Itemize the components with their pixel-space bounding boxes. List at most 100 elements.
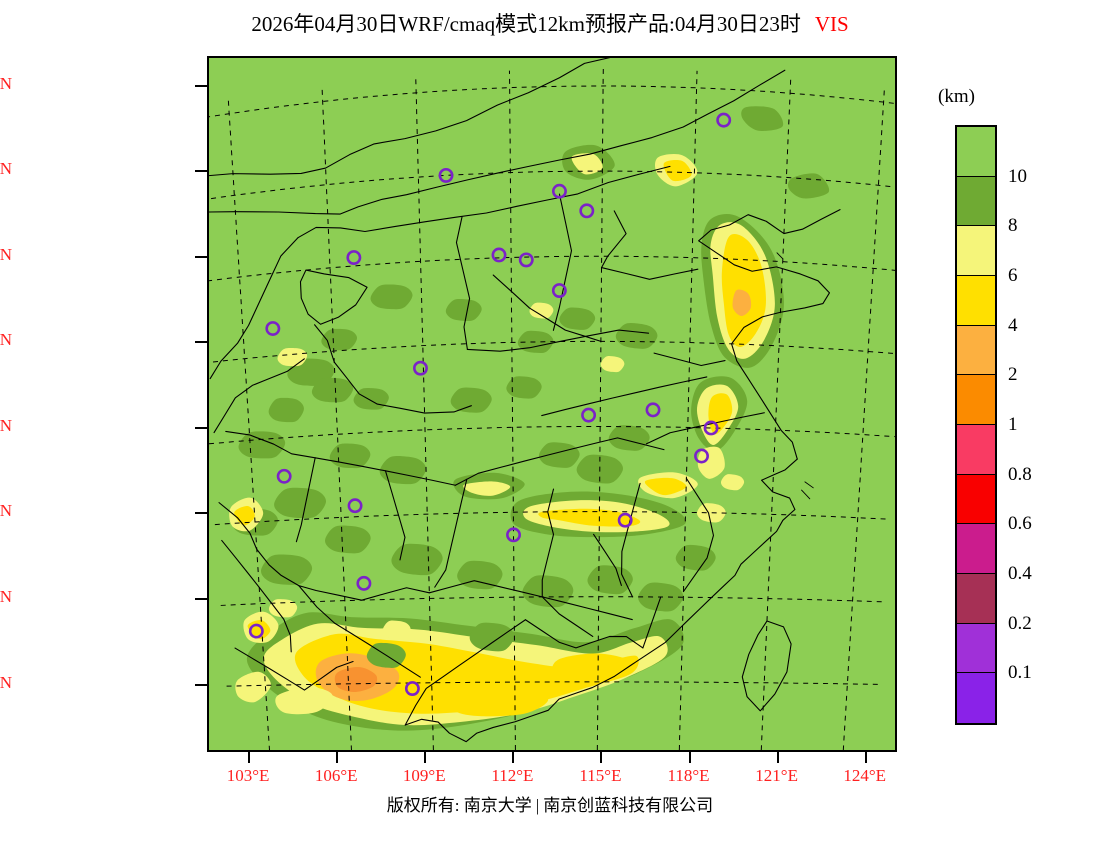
city-marker[interactable] bbox=[579, 203, 595, 219]
border-path bbox=[297, 165, 671, 239]
interior-pale-0 bbox=[277, 348, 308, 367]
colorbar-band bbox=[957, 275, 995, 326]
parallel-line bbox=[209, 340, 895, 363]
interior-pale-1 bbox=[697, 503, 726, 523]
colorbar-tick-label: 10 bbox=[1008, 165, 1027, 187]
border-path bbox=[466, 329, 650, 352]
interior-patch-17 bbox=[675, 544, 716, 571]
colorbar-tick-label: 0.6 bbox=[1008, 513, 1032, 535]
border-path bbox=[621, 482, 641, 598]
parallel-line bbox=[209, 85, 895, 118]
border-path bbox=[299, 269, 368, 325]
interior-patch-14 bbox=[522, 575, 574, 608]
lon-tick-mark bbox=[512, 752, 515, 763]
border-path bbox=[541, 596, 594, 638]
city-marker[interactable] bbox=[346, 250, 362, 266]
yangtze-patch-anhui-b bbox=[644, 477, 687, 496]
map-plot-area[interactable] bbox=[207, 56, 897, 752]
city-marker[interactable] bbox=[347, 498, 363, 514]
interior-patch-7 bbox=[506, 376, 542, 399]
interior-pale-2 bbox=[382, 620, 411, 640]
interior-patch-1 bbox=[311, 377, 354, 403]
lon-tick-label: 106°E bbox=[314, 766, 358, 785]
city-marker[interactable] bbox=[617, 512, 633, 528]
lat-tick-mark bbox=[195, 683, 207, 686]
interior-patch-8 bbox=[538, 442, 580, 468]
colorbar-band bbox=[957, 176, 995, 227]
city-marker[interactable] bbox=[506, 527, 521, 543]
patch-north-1b bbox=[571, 153, 603, 175]
city-marker[interactable] bbox=[276, 468, 292, 484]
interior-patch-24 bbox=[321, 328, 358, 351]
border-path bbox=[593, 533, 622, 586]
interior-patch-15 bbox=[587, 565, 633, 595]
lon-tick-mark bbox=[600, 752, 603, 763]
city-marker[interactable] bbox=[356, 575, 372, 591]
interior-patch-2 bbox=[353, 388, 389, 410]
city-marker[interactable] bbox=[438, 167, 454, 183]
border-path bbox=[776, 252, 784, 260]
lat-tick-mark bbox=[195, 426, 207, 429]
city-marker[interactable] bbox=[645, 402, 661, 418]
city-marker[interactable] bbox=[551, 283, 567, 299]
lat-tick-label: 23°N bbox=[0, 672, 12, 692]
border-path bbox=[213, 358, 305, 434]
colorbar[interactable] bbox=[955, 125, 997, 725]
city-marker[interactable] bbox=[265, 321, 281, 336]
lat-tick-label: 41°N bbox=[0, 159, 12, 179]
lat-tick-mark bbox=[195, 84, 207, 87]
colorbar-band bbox=[957, 375, 995, 425]
meridian-line bbox=[760, 76, 792, 750]
city-marker[interactable] bbox=[491, 247, 507, 263]
interior-pale-3 bbox=[529, 302, 554, 319]
parallel-line bbox=[214, 511, 890, 526]
city-marker[interactable] bbox=[716, 112, 732, 128]
lat-tick-mark bbox=[195, 255, 207, 258]
haze-core-guangxi-1-2 bbox=[334, 666, 378, 693]
border-path bbox=[804, 481, 814, 489]
graticule-grid-layer bbox=[209, 68, 895, 750]
border-path bbox=[801, 489, 811, 500]
interior-patch-26 bbox=[260, 554, 313, 585]
visibility-field-layer bbox=[229, 106, 830, 731]
border-path bbox=[404, 458, 798, 743]
city-marker[interactable] bbox=[703, 420, 719, 436]
meridian-line bbox=[842, 85, 886, 750]
patch-north-2b bbox=[663, 160, 692, 182]
city-marker[interactable] bbox=[581, 407, 597, 423]
city-marker[interactable] bbox=[694, 448, 709, 464]
border-path bbox=[541, 488, 555, 598]
border-path bbox=[552, 193, 573, 331]
border-path bbox=[209, 237, 299, 380]
city-marker[interactable] bbox=[404, 681, 420, 697]
border-path bbox=[600, 267, 699, 280]
interior-pale-6 bbox=[600, 356, 625, 373]
haze-patch-east-guangdong bbox=[552, 653, 632, 680]
sea-band-4-6 bbox=[721, 234, 766, 348]
lon-tick-label: 121°E bbox=[755, 766, 798, 785]
lon-tick-mark bbox=[424, 752, 427, 763]
colorbar-band bbox=[957, 226, 995, 276]
border-path bbox=[428, 580, 633, 621]
city-marker[interactable] bbox=[551, 183, 567, 199]
colorbar-tick-label: 4 bbox=[1008, 314, 1018, 336]
city-marker[interactable] bbox=[248, 623, 264, 639]
interior-patch-18 bbox=[608, 425, 650, 451]
colorbar-band bbox=[957, 524, 995, 574]
coastline-province-border-layer bbox=[209, 58, 841, 743]
border-path bbox=[295, 457, 316, 543]
lon-tick-label: 112°E bbox=[491, 766, 534, 785]
haze-patch-sw bbox=[275, 687, 333, 715]
border-path bbox=[209, 58, 611, 177]
interior-patch-23 bbox=[370, 284, 413, 310]
city-marker[interactable] bbox=[413, 360, 428, 376]
colorbar-tick-label: 1 bbox=[1008, 414, 1018, 435]
border-path bbox=[298, 585, 421, 678]
lon-tick-label: 124°E bbox=[843, 766, 887, 785]
city-marker[interactable] bbox=[518, 252, 534, 268]
interior-patch-19 bbox=[559, 307, 596, 330]
map-raster-canvas bbox=[209, 58, 895, 750]
lon-tick-mark bbox=[248, 752, 251, 763]
lat-tick-label: 35°N bbox=[0, 330, 12, 350]
